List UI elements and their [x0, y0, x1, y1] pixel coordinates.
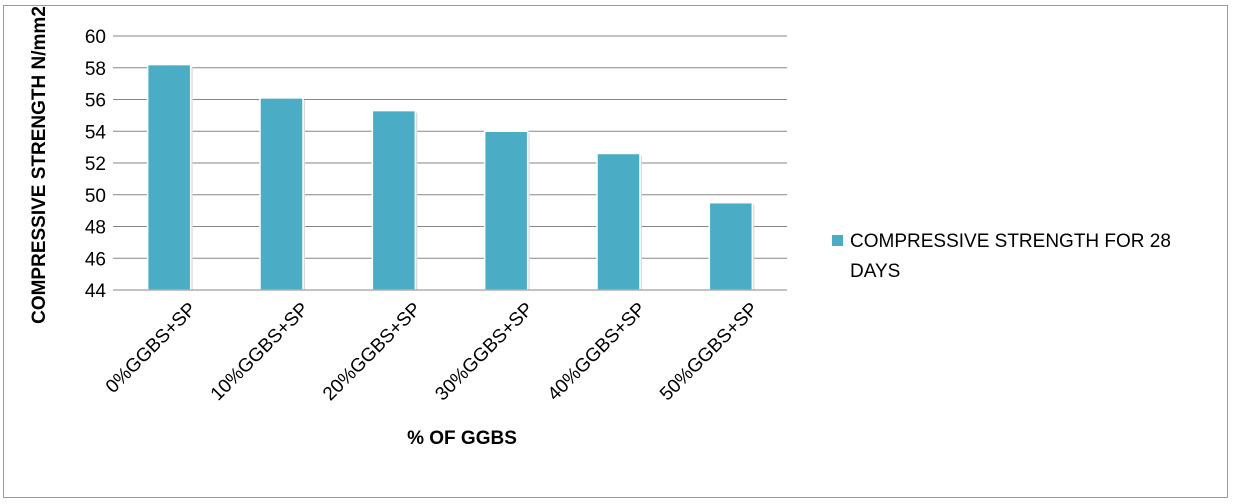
y-tick-label: 54 — [85, 122, 107, 143]
legend-label: COMPRESSIVE STRENGTH FOR 28 — [850, 231, 1171, 252]
x-tick-label: 0%GGBS+SP — [102, 299, 201, 398]
bar — [371, 109, 417, 291]
y-tick-label: 52 — [85, 154, 106, 175]
x-tick-label: 40%GGBS+SP — [544, 299, 650, 405]
bar — [259, 97, 304, 291]
y-tick-label: 48 — [85, 218, 106, 239]
x-tick-labels: 0%GGBS+SP 10%GGBS+SP 20%GGBS+SP 30%GGBS+SP 4… — [102, 299, 763, 405]
y-tick-label: 60 — [85, 27, 106, 48]
gridlines — [113, 35, 787, 259]
x-tick-label: 10%GGBS+SP — [207, 299, 313, 405]
y-tick-label: 44 — [85, 281, 107, 302]
x-tick-label: 20%GGBS+SP — [319, 299, 425, 405]
x-tick-label: 30%GGBS+SP — [431, 299, 537, 405]
legend: COMPRESSIVE STRENGTH FOR 28 DAYS — [832, 231, 1171, 282]
y-axis-title: COMPRESSIVE STRENGTH N/mm2 — [29, 6, 50, 324]
bar — [146, 63, 192, 291]
legend-swatch — [832, 235, 843, 246]
y-tick-label: 46 — [85, 249, 106, 270]
bar — [708, 201, 754, 291]
x-axis-title: % OF GGBS — [407, 428, 517, 449]
x-tick-label: 50%GGBS+SP — [656, 299, 762, 405]
legend-label-continued: DAYS — [850, 261, 900, 282]
y-tick-label: 58 — [85, 59, 106, 80]
y-tick-labels: 44 46 48 50 52 54 56 58 60 — [85, 27, 107, 302]
bar — [483, 130, 529, 291]
bars — [146, 63, 755, 291]
bar — [596, 152, 641, 291]
y-tick-label: 50 — [85, 186, 106, 207]
y-tick-label: 56 — [85, 91, 106, 112]
